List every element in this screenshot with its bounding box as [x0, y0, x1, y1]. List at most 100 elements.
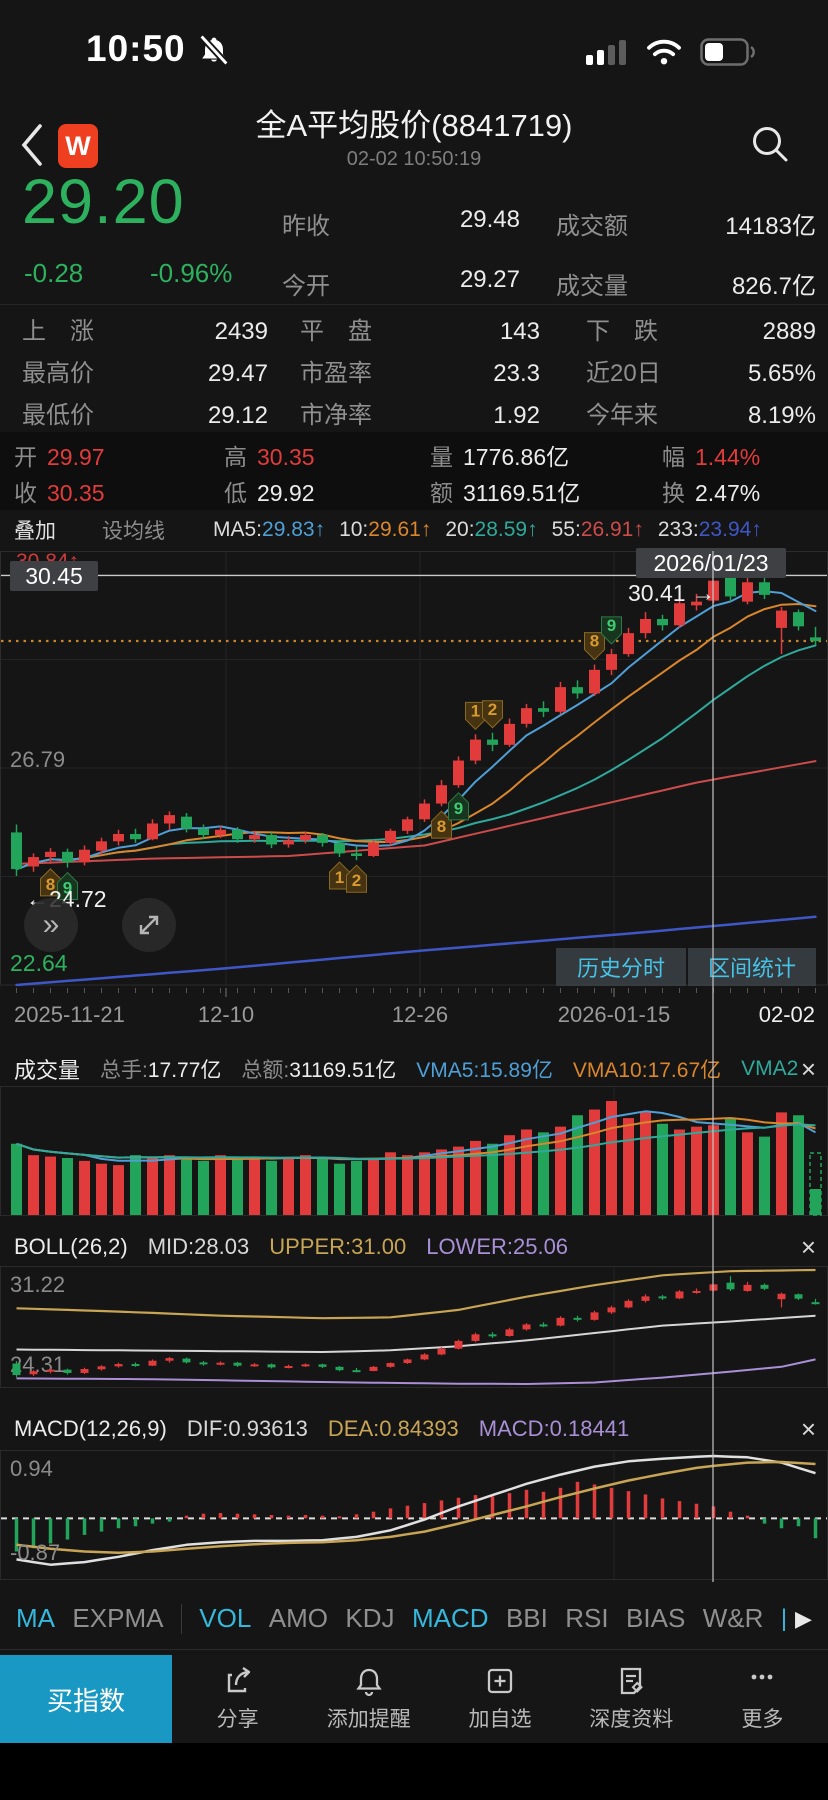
volume-field-value: 17.77亿 [147, 1059, 222, 1082]
collapse-panel-button[interactable]: » [24, 898, 78, 952]
ohlc-value: 1.44% [695, 444, 761, 470]
ohlc-cell: 换 2.47% [662, 474, 760, 508]
boll-mid-value: MID:28.03 [147, 1234, 250, 1259]
ohlc-value: 30.35 [257, 444, 315, 470]
svg-text:9: 9 [454, 799, 463, 818]
tab-macd[interactable]: MACD [411, 1603, 489, 1633]
svg-text:9: 9 [63, 879, 72, 898]
signal-flag-1: 1 [329, 861, 350, 890]
indicator-tab-bar: MA EXPMA VOL AMO KDJ MACD BBI RSI BIAS W&R | ▶ [0, 1588, 828, 1650]
tab-rsi[interactable]: RSI [565, 1603, 609, 1633]
quote-timestamp: 02-02 10:50:19 [346, 148, 482, 170]
ma233-value-label: 22.64 [10, 950, 68, 976]
more-button[interactable]: 更多 [697, 1655, 828, 1743]
signal-flag-2: 2 [482, 700, 503, 729]
set-ma-button[interactable]: 设均线 [102, 520, 165, 543]
tabs-more-arrow[interactable]: ▶ [795, 1605, 812, 1631]
boll-title: BOLL(26,2) [14, 1234, 128, 1259]
svg-text:2: 2 [352, 871, 361, 890]
volume-field-label: 总额: [241, 1059, 290, 1082]
share-label: 分享 [216, 1708, 259, 1731]
volume-chart[interactable] [0, 1086, 828, 1218]
buy-index-button[interactable]: 买指数 [0, 1655, 172, 1743]
vma5-value: VMA5:15.89亿 [416, 1059, 553, 1082]
wind-logo: W [58, 124, 98, 168]
volume-field-label: 总手: [100, 1059, 148, 1082]
ohlc-value: 29.92 [257, 480, 315, 506]
ohlc-label: 额 [430, 480, 453, 506]
tab-bbi[interactable]: BBI [505, 1603, 548, 1633]
signal-flag-1: 1 [465, 701, 486, 731]
boll-chart[interactable] [0, 1266, 828, 1388]
field-value: 14183亿 [725, 213, 816, 240]
add-alert-button[interactable]: 添加提醒 [303, 1655, 434, 1743]
back-button[interactable] [18, 122, 46, 168]
deep-info-label: 深度资料 [589, 1708, 674, 1731]
stat-value: 29.12 [207, 402, 268, 429]
share-icon [227, 1667, 250, 1693]
ohlc-value: 31169.51亿 [463, 480, 581, 506]
x-axis-label: 2026-01-15 [557, 1002, 671, 1027]
vma10-value: VMA10:17.67亿 [572, 1059, 722, 1082]
ohlc-cell: 量 1776.86亿 [430, 438, 569, 472]
tab-amo[interactable]: AMO [268, 1603, 328, 1633]
deep-info-button[interactable]: 深度资料 [566, 1655, 697, 1743]
tab-bias[interactable]: BIAS [626, 1603, 686, 1633]
dif-value: DIF:0.93613 [186, 1416, 308, 1441]
volume-header: 成交量 总手:17.77亿 总额:31169.51亿 VMA5:15.89亿 V… [0, 1052, 828, 1086]
svg-text:1: 1 [335, 868, 344, 887]
boll-max-label: 31.22 [10, 1272, 66, 1297]
close-volume-panel[interactable]: × [800, 1054, 816, 1084]
ma-item: 20:28.59↑ [445, 518, 538, 541]
tab-kdj[interactable]: KDJ [345, 1603, 395, 1633]
ma-settings-row: 叠加 设均线 MA5:29.83↑ 10:29.61↑ 20:28.59↑ 55:26… [0, 510, 828, 550]
macd-title: MACD(12,26,9) [14, 1416, 167, 1441]
expand-icon [139, 915, 159, 935]
last-price: 29.20 [22, 167, 185, 237]
svg-text:8: 8 [437, 817, 446, 836]
search-icon[interactable] [748, 122, 792, 166]
ohlc-value: 29.97 [47, 444, 105, 470]
signal-flag-9: 9 [448, 792, 469, 821]
vma20-value: VMA2 [741, 1057, 799, 1080]
stat-label: 近20日 [586, 360, 661, 387]
macd-header: MACD(12,26,9) DIF:0.93613 DEA:0.84393 MA… [0, 1410, 828, 1448]
ohlc-cell: 开 29.97 [14, 438, 105, 472]
more-icon [752, 1674, 773, 1680]
add-watchlist-label: 加自选 [468, 1708, 532, 1731]
macd-value: MACD:0.18441 [478, 1416, 630, 1441]
macd-chart[interactable] [0, 1450, 828, 1582]
ohlc-label: 换 [662, 480, 685, 506]
ma-item: 233:23.94↑ [657, 518, 762, 541]
stat-value: 2439 [214, 318, 268, 345]
volume-title: 成交量 [14, 1058, 81, 1083]
overlay-button[interactable]: 叠加 [14, 520, 56, 543]
fullscreen-button[interactable] [122, 898, 176, 952]
add-watchlist-button[interactable]: 加自选 [434, 1655, 565, 1743]
crosshair-date-tooltip: 2026/01/23 [636, 548, 786, 578]
close-boll-panel[interactable]: × [800, 1232, 816, 1262]
ohlc-cell: 高 30.35 [224, 438, 315, 472]
ohlc-value: 30.35 [47, 480, 105, 506]
close-macd-panel[interactable]: × [800, 1414, 816, 1444]
stat-label: 最高价 [22, 360, 94, 387]
crosshair-vertical-line [712, 551, 714, 1582]
share-button[interactable]: 分享 [172, 1655, 303, 1743]
history-intraday-button[interactable]: 历史分时 [556, 948, 686, 986]
tab-vol[interactable]: VOL [199, 1603, 252, 1633]
tab-ma[interactable]: MA [16, 1603, 55, 1633]
notifications-muted-icon [198, 33, 230, 67]
tab-w&r[interactable]: W&R [702, 1603, 764, 1633]
signal-flag-8: 8 [584, 632, 605, 661]
tab-expma[interactable]: EXPMA [72, 1603, 164, 1633]
add-watchlist-icon [487, 1668, 513, 1694]
field-label: 成交量 [556, 273, 628, 300]
range-stats-button[interactable]: 区间统计 [688, 948, 816, 986]
stat-label: 平 盘 [300, 318, 372, 345]
field-value: 826.7亿 [731, 273, 816, 300]
bottom-action-bar: 买指数 分享 添加提醒 加自选 [0, 1655, 828, 1743]
tab-divider [180, 1603, 182, 1634]
volume-field-value: 31169.51亿 [289, 1059, 397, 1082]
dea-value: DEA:0.84393 [327, 1416, 459, 1441]
